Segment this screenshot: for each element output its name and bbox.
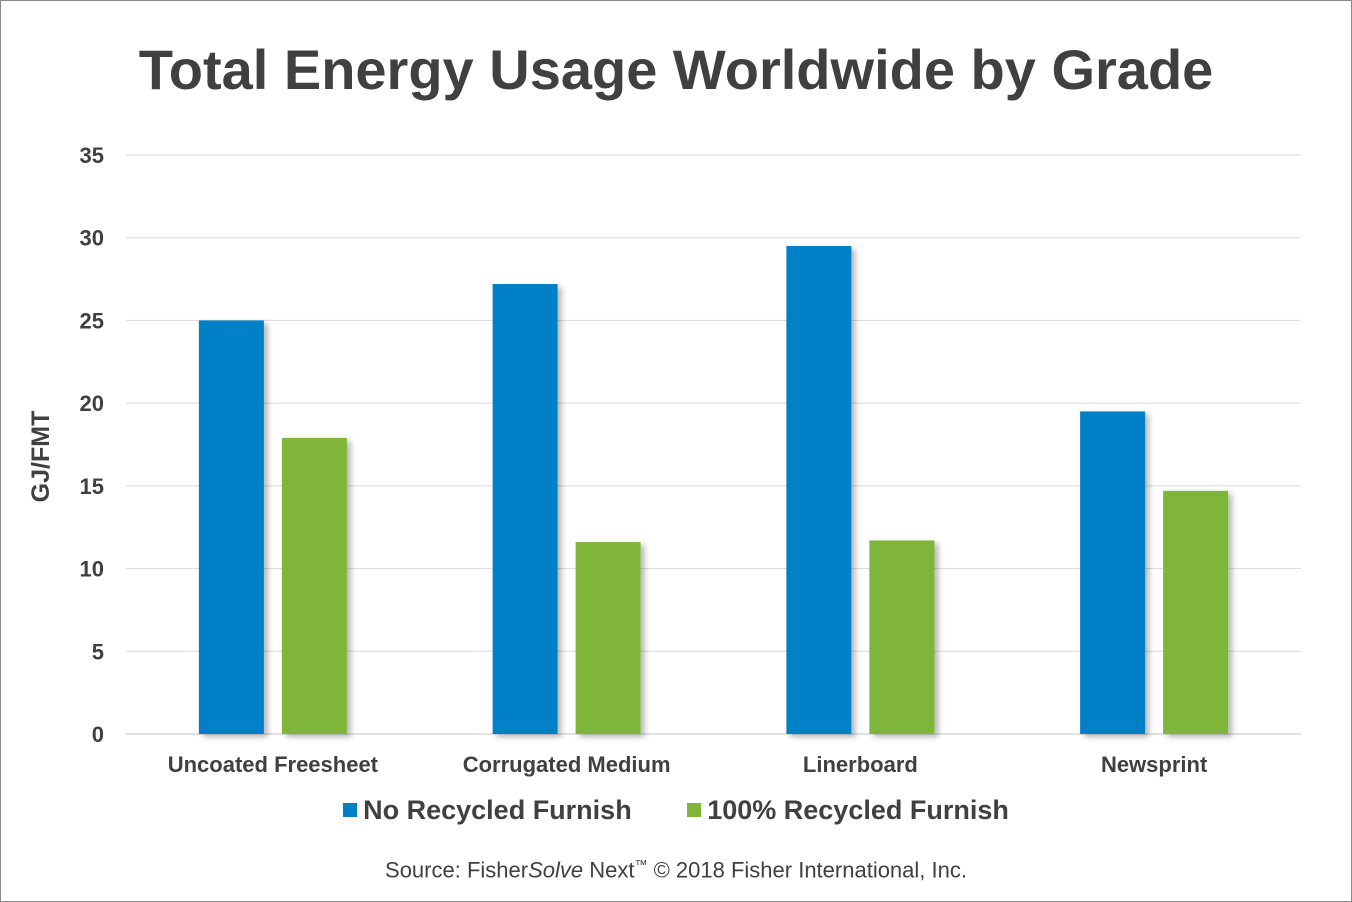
y-tick-label: 10 xyxy=(80,557,104,582)
source-prefix: Source: Fisher xyxy=(385,857,529,883)
x-tick-label: Newsprint xyxy=(1101,752,1208,777)
chart-legend: No Recycled Furnish 100% Recycled Furnis… xyxy=(1,795,1351,826)
bar-recycled-1 xyxy=(575,542,641,734)
source-note: Source: FisherSolve Next™ © 2018 Fisher … xyxy=(1,857,1351,883)
legend-label-series-1: No Recycled Furnish xyxy=(363,795,632,825)
y-tick-label: 25 xyxy=(80,308,104,333)
legend-item-series-1: No Recycled Furnish xyxy=(343,795,632,826)
bar-no-recycled-3 xyxy=(1080,411,1146,734)
y-tick-label: 35 xyxy=(80,143,104,168)
y-tick-label: 30 xyxy=(80,226,104,251)
bar-no-recycled-1 xyxy=(492,284,558,734)
bar-no-recycled-2 xyxy=(786,245,852,734)
y-axis-title: GJ/FMT xyxy=(27,411,55,503)
x-tick-label: Linerboard xyxy=(803,752,918,777)
bar-recycled-3 xyxy=(1163,490,1229,734)
bar-recycled-0 xyxy=(281,437,347,734)
y-tick-label: 20 xyxy=(80,391,104,416)
bar-no-recycled-0 xyxy=(198,320,264,734)
source-product: Next xyxy=(583,857,635,883)
source-suffix: © 2018 Fisher International, Inc. xyxy=(647,857,967,883)
bar-recycled-2 xyxy=(869,540,935,734)
y-tick-label: 15 xyxy=(80,474,104,499)
source-italic: Solve xyxy=(528,857,584,883)
y-tick-label: 0 xyxy=(92,722,104,747)
legend-item-series-2: 100% Recycled Furnish xyxy=(687,795,1009,826)
trademark-symbol: ™ xyxy=(634,857,648,872)
legend-swatch-series-1 xyxy=(343,803,358,817)
x-tick-label: Corrugated Medium xyxy=(463,752,671,777)
legend-swatch-series-2 xyxy=(687,803,702,817)
y-tick-label: 5 xyxy=(92,639,104,664)
x-tick-label: Uncoated Freesheet xyxy=(168,752,379,777)
legend-label-series-2: 100% Recycled Furnish xyxy=(707,795,1009,825)
chart-title: Total Energy Usage Worldwide by Grade xyxy=(138,38,1214,101)
